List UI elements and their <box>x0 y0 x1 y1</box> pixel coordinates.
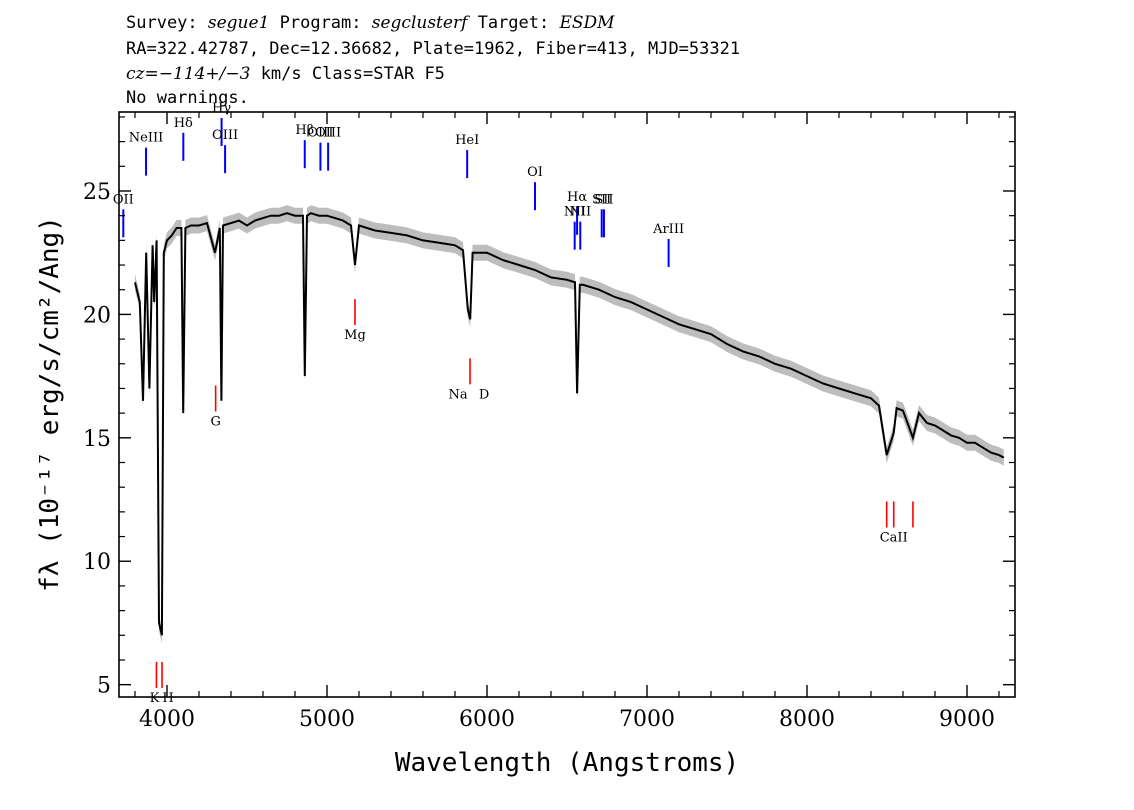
plot-frame <box>118 111 1016 698</box>
emission-line-label: SII <box>592 192 611 207</box>
absorption-line-label: Mg <box>344 328 366 343</box>
emission-line-label: NeIII <box>129 131 163 146</box>
x-tick-label: 4000 <box>139 707 195 732</box>
header-line-3: cz=−114+/−3 km/s Class=STAR F5 <box>126 64 445 84</box>
y-tick-label: 25 <box>83 180 111 205</box>
y-tick-label: 15 <box>83 427 111 452</box>
absorption-line-label: Na <box>448 387 467 402</box>
emission-line-label: OI <box>527 165 543 180</box>
emission-line-label: OIII <box>307 126 333 141</box>
emission-line-label: ArIII <box>652 222 684 237</box>
x-tick-label: 6000 <box>459 707 515 732</box>
emission-line-label: SII <box>594 192 613 207</box>
absorption-line-label: H <box>162 691 173 706</box>
y-tick-label: 20 <box>83 303 111 328</box>
emission-line-label: Hα <box>567 190 587 205</box>
x-tick-label: 7000 <box>619 707 675 732</box>
emission-line-label: Hγ <box>212 101 231 116</box>
emission-line-label: NII <box>569 205 591 220</box>
header-line-1: Survey: segue1 Program: segclusterf Targ… <box>126 13 615 33</box>
y-tick-label: 10 <box>83 550 111 575</box>
y-axis-label: fλ (10⁻¹⁷ erg/s/cm²/Ang) <box>35 216 65 592</box>
x-tick-label: 9000 <box>939 707 995 732</box>
emission-line-label: OII <box>113 192 134 207</box>
emission-line-label: Hβ <box>295 123 314 138</box>
x-axis-label: Wavelength (Angstroms) <box>395 748 739 778</box>
emission-line-label: NII <box>564 205 586 220</box>
emission-line-label: HeI <box>455 133 479 148</box>
absorption-line-label: D <box>479 387 489 402</box>
x-tick-label: 8000 <box>779 707 835 732</box>
absorption-line-label: CaII <box>880 530 908 545</box>
header-line-2: RA=322.42787, Dec=12.36682, Plate=1962, … <box>126 39 740 59</box>
flux-error-band <box>135 205 1004 644</box>
emission-line-label: Hδ <box>174 116 193 131</box>
absorption-line-label: K <box>150 691 160 706</box>
header-line-4: No warnings. <box>126 88 249 108</box>
flux-series-line <box>134 212 1005 636</box>
x-tick-label: 5000 <box>299 707 355 732</box>
emission-line-label: OIII <box>212 128 238 143</box>
y-tick-label: 5 <box>97 674 111 699</box>
absorption-line-label: G <box>210 414 220 429</box>
emission-line-label: OIII <box>315 126 341 141</box>
